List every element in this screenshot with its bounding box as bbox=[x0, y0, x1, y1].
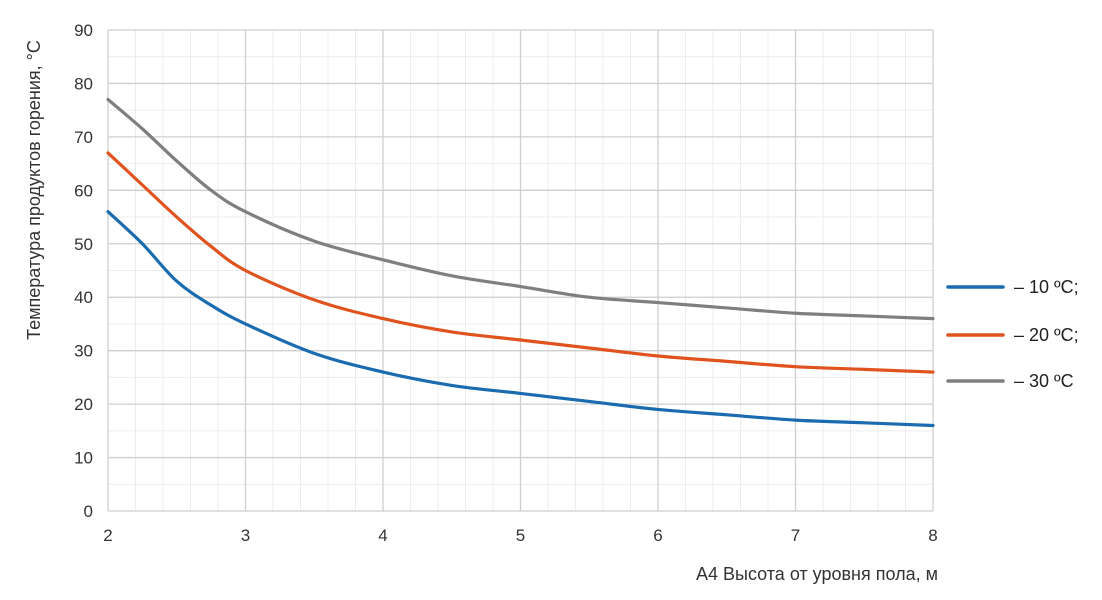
x-tick-label: 2 bbox=[103, 526, 112, 545]
legend-label-1: – 10 ºС; bbox=[1014, 277, 1079, 297]
x-tick-label: 8 bbox=[928, 526, 937, 545]
x-tick-label: 4 bbox=[378, 526, 387, 545]
y-tick-label: 50 bbox=[74, 235, 93, 254]
y-tick-label: 70 bbox=[74, 128, 93, 147]
x-tick-label: 6 bbox=[653, 526, 662, 545]
grid-major bbox=[107, 29, 934, 512]
x-axis-title: А4 Высота от уровня пола, м bbox=[696, 564, 938, 584]
y-tick-label: 90 bbox=[74, 21, 93, 40]
y-tick-label: 40 bbox=[74, 288, 93, 307]
x-tick-label: 3 bbox=[241, 526, 250, 545]
legend-label-2: – 20 ºС; bbox=[1014, 325, 1079, 345]
y-tick-label: 30 bbox=[74, 342, 93, 361]
x-tick-label: 5 bbox=[516, 526, 525, 545]
y-axis-title: Температура продуктов горения, °С bbox=[24, 40, 44, 340]
legend: – 10 ºС; – 20 ºС; – 30 ºС bbox=[946, 277, 1079, 391]
y-tick-label: 60 bbox=[74, 181, 93, 200]
y-tick-label: 10 bbox=[74, 449, 93, 468]
series-line-1 bbox=[106, 210, 935, 428]
y-tick-label: 80 bbox=[74, 74, 93, 93]
legend-label-3: – 30 ºС bbox=[1014, 371, 1074, 391]
series-line-2 bbox=[106, 151, 935, 374]
x-tick-label: 7 bbox=[791, 526, 800, 545]
y-tick-label: 20 bbox=[74, 395, 93, 414]
y-tick-label: 0 bbox=[84, 502, 93, 521]
series-line-3 bbox=[106, 97, 935, 321]
series-layer bbox=[106, 97, 935, 428]
